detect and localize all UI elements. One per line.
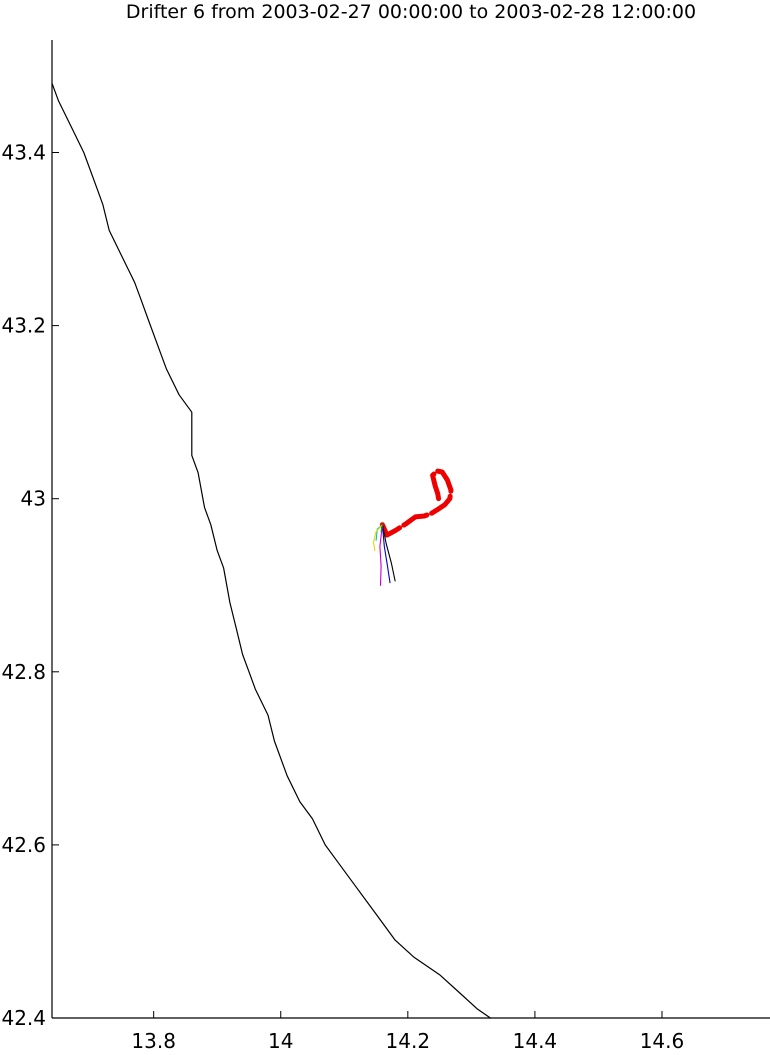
y-tick-label: 42.4 [1, 1006, 46, 1030]
y-tick-label: 42.8 [1, 660, 46, 684]
coastline-line [51, 82, 491, 1019]
forecast-track-line [379, 524, 383, 586]
drifter-track-line [379, 468, 454, 538]
plot-series [51, 82, 491, 1019]
chart-title: Drifter 6 from 2003-02-27 00:00:00 to 20… [126, 1, 696, 23]
forecast-track-line [372, 524, 383, 552]
plot-axes [51, 40, 770, 1019]
y-tick-label: 43 [21, 487, 46, 511]
x-tick-label: 14.6 [640, 1029, 685, 1053]
axis-ticks: 13.8 14 14.2 14.4 14.6 42.4 42.6 42.8 43 43.2 43.4 [1, 141, 684, 1053]
y-tick-label: 42.6 [1, 833, 46, 857]
x-tick-label: 14 [268, 1029, 293, 1053]
x-tick-label: 14.4 [513, 1029, 558, 1053]
forecast-track-line [381, 524, 396, 582]
y-tick-label: 43.2 [1, 314, 46, 338]
y-tick-label: 43.4 [1, 141, 46, 165]
x-tick-label: 13.8 [131, 1029, 176, 1053]
forecast-track-line [380, 524, 383, 533]
forecast-track-line [381, 524, 391, 584]
x-tick-label: 14.2 [386, 1029, 431, 1053]
